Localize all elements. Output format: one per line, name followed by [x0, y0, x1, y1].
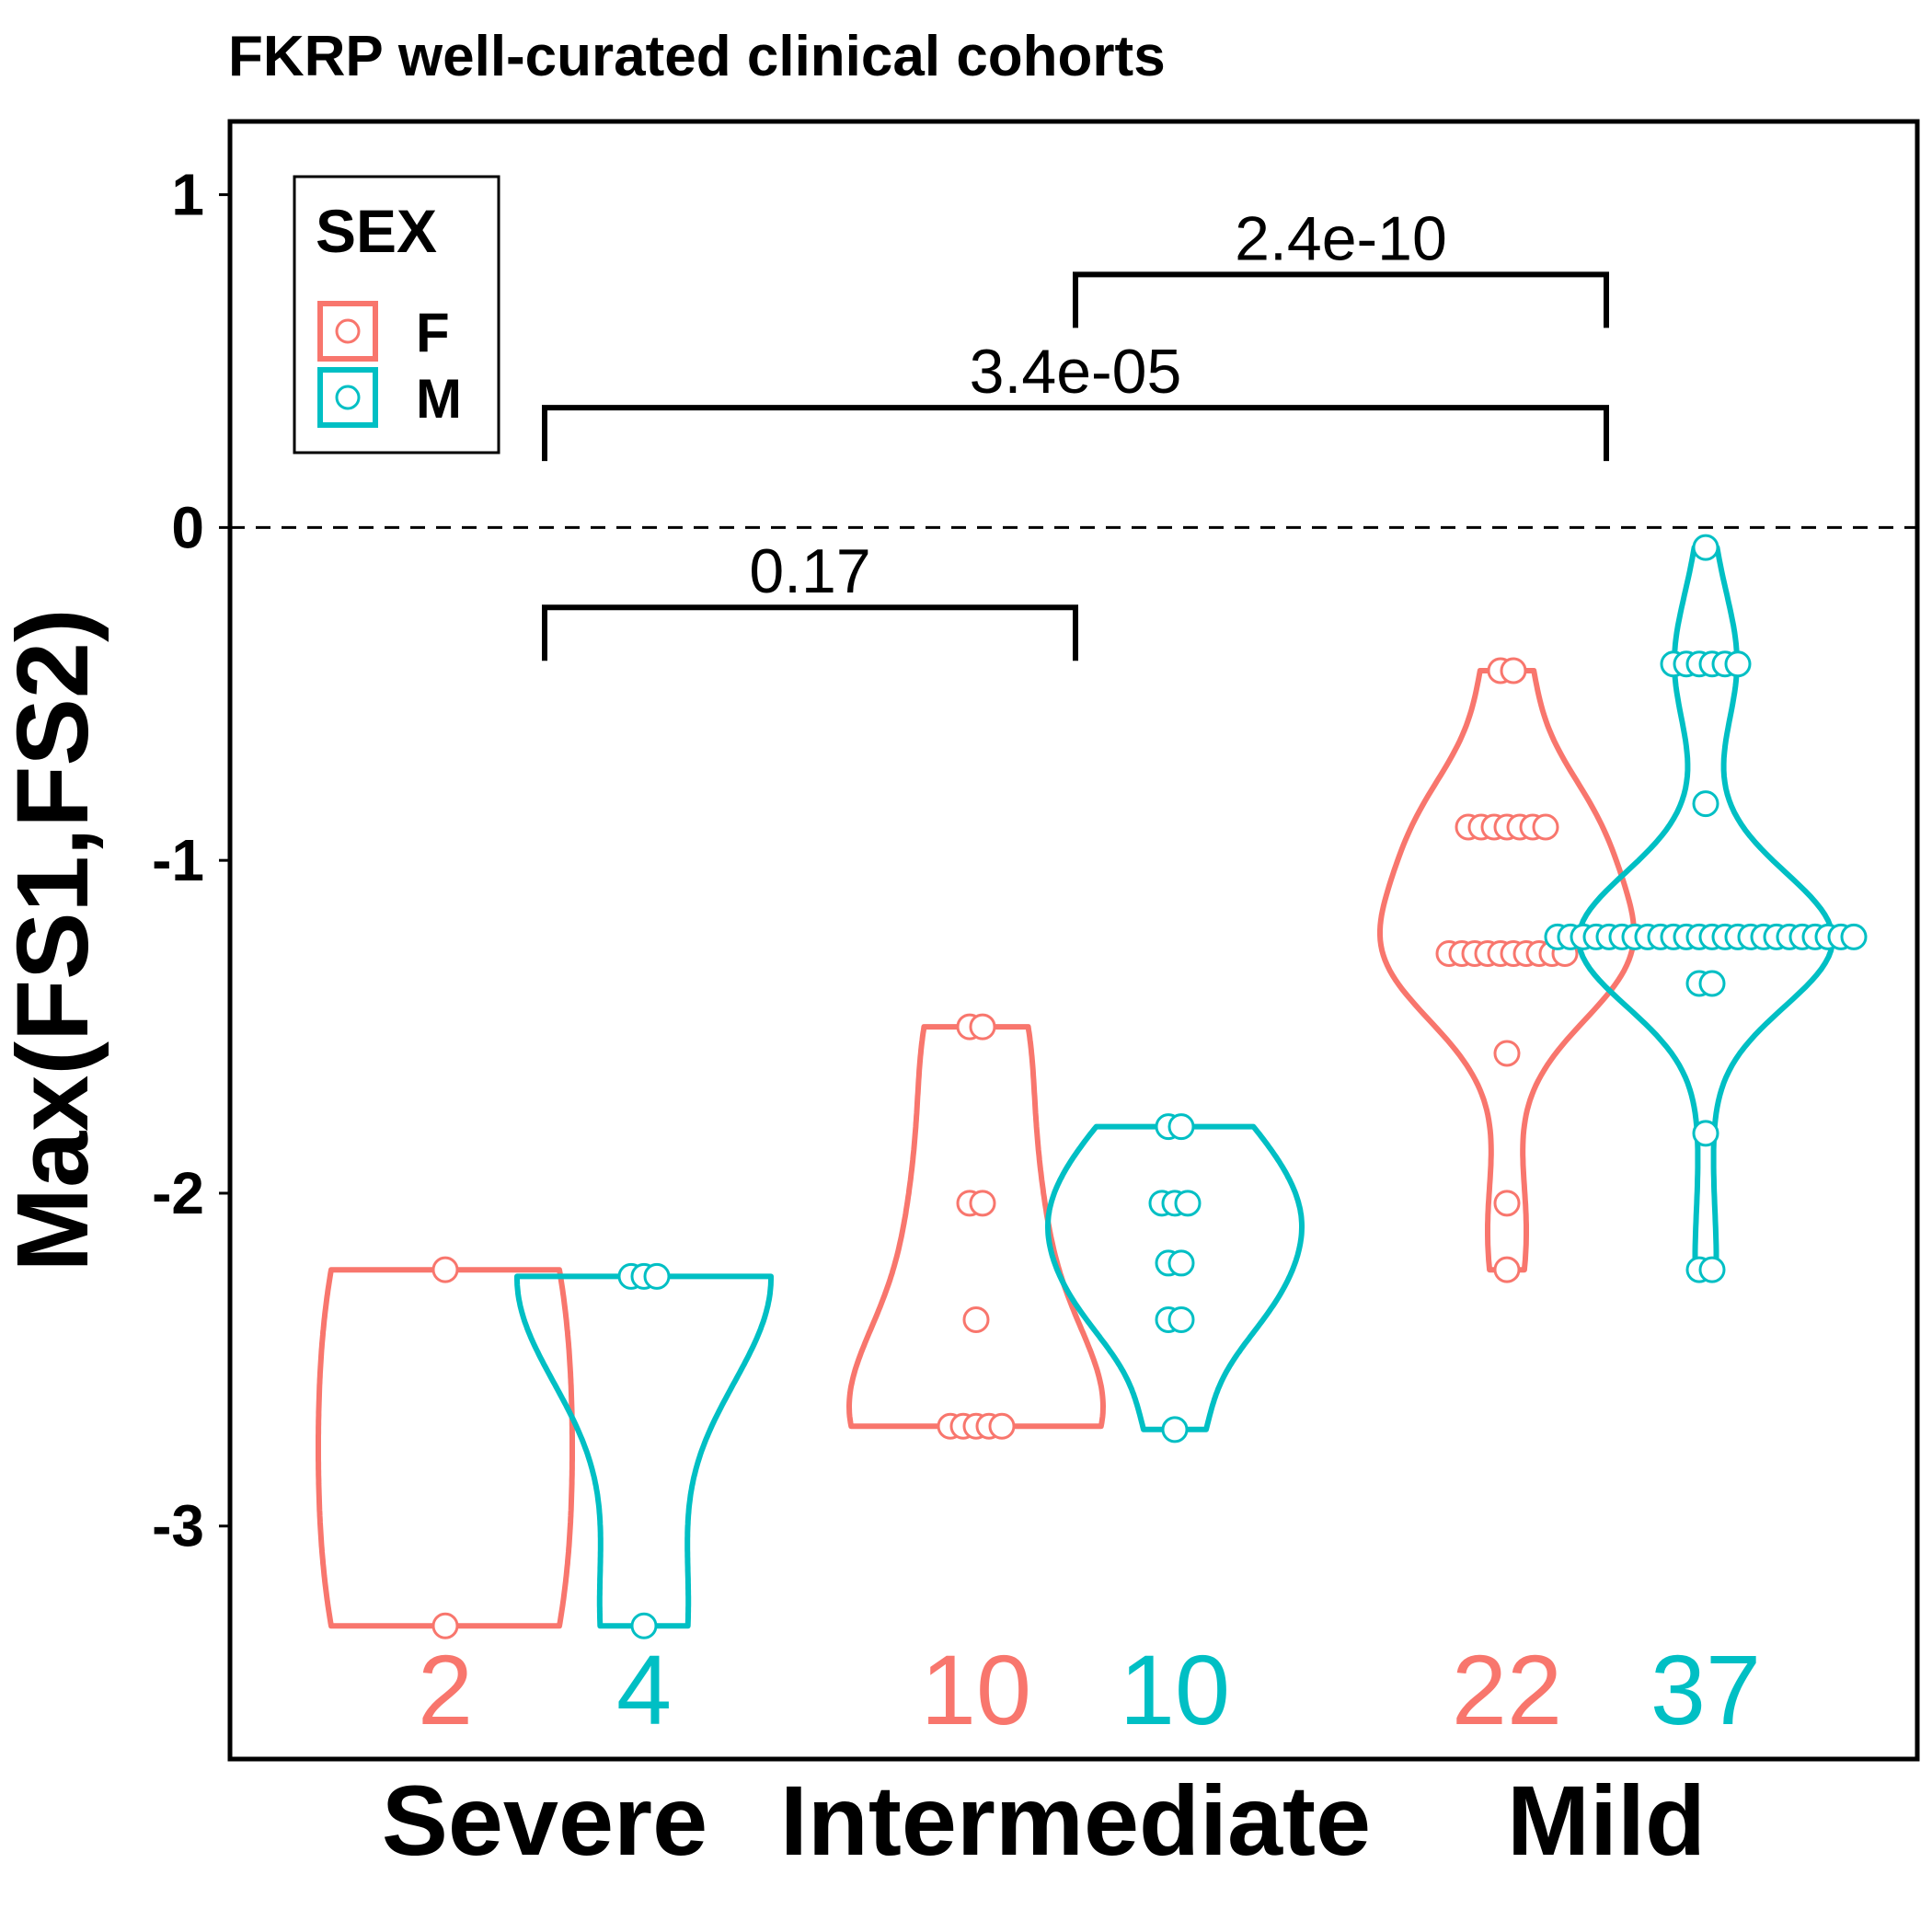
group-count-label: 22	[1452, 1634, 1562, 1745]
legend-label-f: F	[416, 302, 450, 363]
data-point	[1493, 1256, 1521, 1283]
y-tick-label: 1	[171, 162, 204, 228]
significance-bracket	[1073, 271, 1609, 328]
legend-key-f-point	[335, 318, 361, 344]
data-point	[1493, 1190, 1521, 1217]
data-point	[1532, 813, 1559, 841]
data-point	[1167, 1113, 1195, 1141]
group-count-label: 37	[1650, 1634, 1761, 1745]
legend-item-f: F	[317, 301, 450, 363]
data-point	[630, 1612, 658, 1639]
y-tick-label: 0	[171, 494, 204, 560]
p-value-label: 0.17	[749, 536, 870, 606]
significance-bracket	[542, 405, 1609, 462]
legend-key-m	[317, 367, 378, 428]
data-point	[1692, 1120, 1719, 1147]
data-point	[1840, 923, 1868, 950]
y-axis-ticks: 1 0 -1 -2 -3	[152, 162, 230, 1559]
legend-key-m-point	[335, 385, 361, 410]
group-count-label: 4	[616, 1634, 672, 1745]
data-point	[969, 1013, 996, 1041]
data-point	[1698, 970, 1726, 997]
data-point	[1724, 650, 1752, 678]
significance-bracket	[542, 604, 1078, 661]
data-point	[962, 1305, 990, 1333]
legend-label-m: M	[416, 368, 462, 430]
x-tick-label: Mild	[1507, 1765, 1706, 1876]
data-point	[1493, 1040, 1521, 1067]
data-point	[969, 1190, 996, 1217]
group-count-label: 2	[418, 1634, 473, 1745]
data-point	[988, 1412, 1016, 1440]
data-point	[1167, 1305, 1195, 1333]
legend-box	[293, 175, 500, 454]
p-value-label: 3.4e-05	[970, 337, 1182, 407]
data-point	[431, 1256, 459, 1283]
y-tick-label: -1	[152, 827, 204, 893]
legend-item-m: M	[317, 367, 462, 430]
chart-title: FKRP well-curated clinical cohorts	[228, 25, 1166, 88]
data-point	[1698, 1256, 1726, 1283]
group-count-label: 10	[921, 1634, 1031, 1745]
plot-area: 2 4 10 10 22 37 0.17 3.4e-05 2.4e-10	[230, 203, 1917, 1745]
group-count-label: 10	[1120, 1634, 1230, 1745]
violin-severe-f	[316, 1267, 575, 1629]
x-tick-label: Severe	[382, 1765, 707, 1876]
data-point	[1500, 657, 1527, 684]
legend: SEX F M	[293, 175, 500, 454]
p-value-label: 2.4e-10	[1235, 203, 1447, 273]
plot-panel-border	[227, 119, 1920, 1762]
data-point	[1161, 1416, 1189, 1443]
data-point	[1174, 1190, 1202, 1217]
data-point	[431, 1612, 459, 1639]
legend-key-f	[317, 301, 378, 362]
legend-title: SEX	[316, 197, 437, 265]
data-point	[1167, 1249, 1195, 1277]
data-point	[1692, 790, 1719, 818]
violin-severe-m	[514, 1273, 774, 1629]
data-point	[643, 1262, 671, 1290]
violin-mild-f	[1377, 668, 1637, 1273]
y-tick-label: -2	[152, 1160, 204, 1226]
y-tick-label: -3	[152, 1493, 204, 1559]
x-tick-label: Intermediate	[780, 1765, 1371, 1876]
violin-intermediate-f	[846, 1024, 1106, 1430]
x-axis-ticks: Severe Intermediate Mild	[382, 1765, 1706, 1876]
violin-intermediate-m	[1045, 1123, 1305, 1432]
data-point	[1692, 534, 1719, 561]
y-axis-label: Max(FS1,FS2)	[0, 608, 109, 1271]
